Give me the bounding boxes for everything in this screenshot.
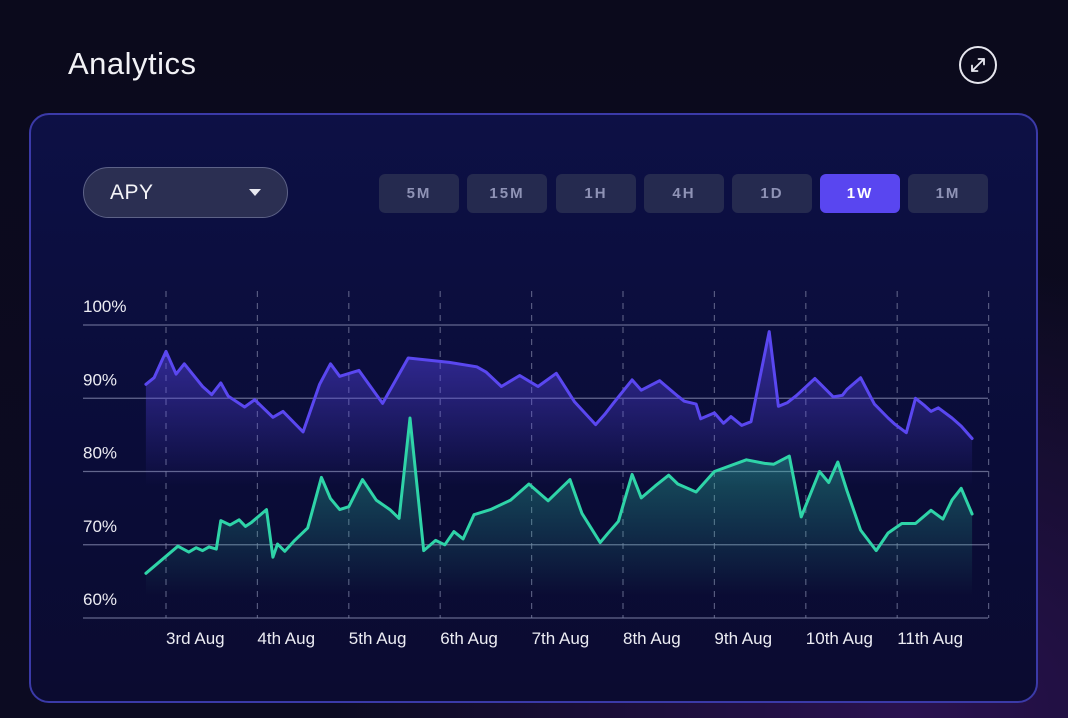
series-line-1 bbox=[144, 330, 974, 440]
y-tick-label: 60% bbox=[83, 590, 117, 609]
caret-down-icon bbox=[249, 189, 261, 196]
timeframe-button-1d[interactable]: 1D bbox=[732, 174, 812, 213]
y-tick-label: 90% bbox=[83, 370, 117, 389]
timeframe-button-1m[interactable]: 1M bbox=[908, 174, 988, 213]
expand-button[interactable] bbox=[959, 46, 997, 84]
x-tick-label: 8th Aug bbox=[623, 629, 681, 648]
y-tick-label: 80% bbox=[83, 444, 117, 463]
x-tick-label: 11th Aug bbox=[897, 629, 963, 648]
x-tick-label: 5th Aug bbox=[349, 629, 407, 648]
timeframe-button-1h[interactable]: 1H bbox=[556, 174, 636, 213]
metric-select-value: APY bbox=[110, 180, 154, 204]
timeframe-label: 1W bbox=[846, 185, 874, 202]
series-area-2 bbox=[145, 418, 973, 597]
timeframe-label: 1M bbox=[935, 185, 961, 202]
series-area-1 bbox=[145, 331, 973, 487]
x-tick-label: 7th Aug bbox=[532, 629, 590, 648]
y-tick-label: 100% bbox=[83, 297, 126, 316]
timeframe-label: 5M bbox=[406, 185, 432, 202]
analytics-panel: 100% 90% 80% 70% 60% 3rd Aug 4th Aug 5th Aug 6th… bbox=[29, 113, 1038, 703]
page-title: Analytics bbox=[68, 46, 197, 81]
x-tick-label: 6th Aug bbox=[440, 629, 498, 648]
apy-chart: 100% 90% 80% 70% 60% 3rd Aug 4th Aug 5th Aug 6th… bbox=[83, 291, 990, 648]
timeframe-label: 1D bbox=[760, 185, 784, 202]
timeframe-label: 1H bbox=[584, 185, 608, 202]
x-tick-label: 3rd Aug bbox=[166, 629, 225, 648]
series-line-2 bbox=[144, 416, 974, 575]
x-tick-label: 4th Aug bbox=[257, 629, 315, 648]
timeframe-button-1w[interactable]: 1W bbox=[820, 174, 900, 213]
timeframe-button-4h[interactable]: 4H bbox=[644, 174, 724, 213]
timeframe-label: 15M bbox=[489, 185, 525, 202]
timeframe-button-5m[interactable]: 5M bbox=[379, 174, 459, 213]
timeframe-label: 4H bbox=[672, 185, 696, 202]
y-tick-label: 70% bbox=[83, 517, 117, 536]
expand-arrows-icon bbox=[971, 58, 985, 72]
x-tick-label: 9th Aug bbox=[714, 629, 772, 648]
x-tick-label: 10th Aug bbox=[806, 629, 873, 648]
metric-select[interactable]: APY bbox=[83, 167, 288, 218]
timeframe-button-15m[interactable]: 15M bbox=[467, 174, 547, 213]
